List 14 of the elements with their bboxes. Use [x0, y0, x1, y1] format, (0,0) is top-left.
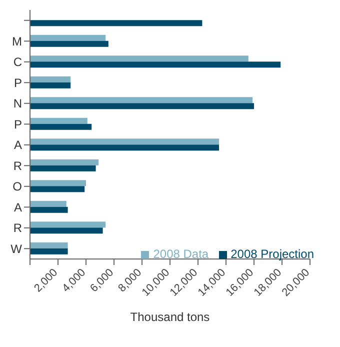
legend-label: 2008 Projection — [230, 247, 314, 261]
y-tick-label: A — [14, 200, 22, 214]
y-tick-label: O — [12, 180, 22, 194]
y-tick-label: A — [14, 138, 22, 152]
legend-label: 2008 Data — [153, 247, 209, 261]
y-tick-label: R — [13, 221, 22, 236]
y-tick-label: N — [13, 96, 22, 111]
y-tick-label: P — [14, 117, 22, 132]
y-tick-label: C — [13, 55, 22, 70]
x-axis-title: Thousand tons — [130, 310, 210, 324]
y-tick-label: P — [14, 76, 22, 90]
y-tick-label: M — [12, 34, 22, 48]
y-tick-label: W — [10, 242, 23, 256]
y-tick-label: R — [13, 158, 22, 173]
